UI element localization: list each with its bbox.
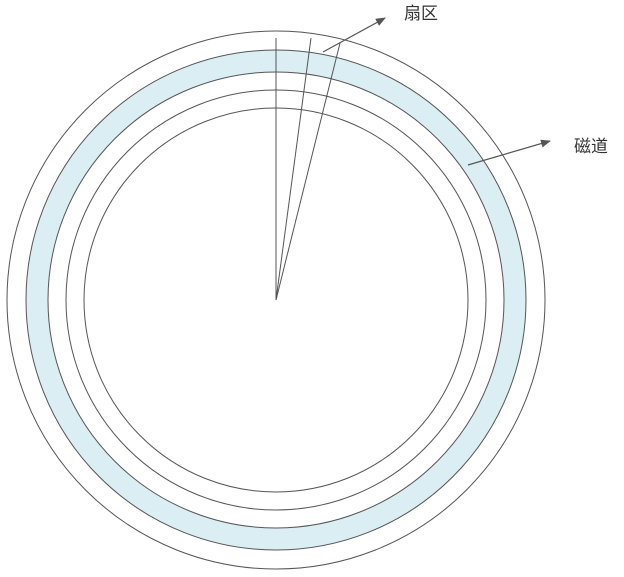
- track-label: 磁道: [574, 137, 608, 157]
- sector-line-2: [275, 37, 312, 301]
- track-arrow: [467, 139, 551, 166]
- sector-line-3: [275, 42, 341, 301]
- sector-label: 扇区: [404, 4, 438, 24]
- disk-outer-edge: [6, 30, 546, 570]
- sector-arrow: [322, 17, 386, 53]
